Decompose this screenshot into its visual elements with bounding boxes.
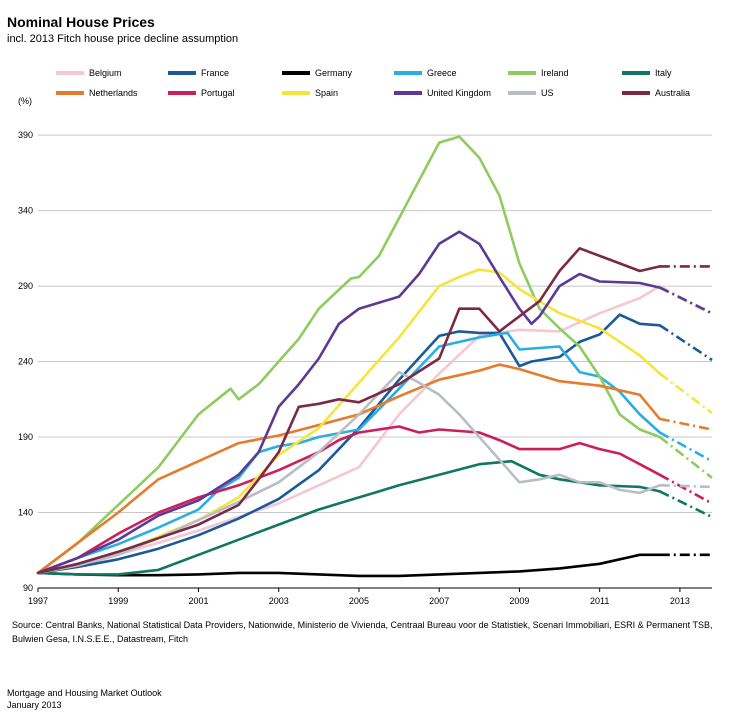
x-tick-label-2013: 2013 xyxy=(670,596,690,606)
legend-swatch xyxy=(508,71,536,75)
legend-swatch xyxy=(394,91,422,95)
legend-label: Portugal xyxy=(201,88,235,98)
legend-label: France xyxy=(201,68,230,78)
series-line-greece xyxy=(36,331,662,575)
series-forecast-ireland xyxy=(658,435,713,479)
legend-swatch xyxy=(394,71,422,75)
legend-label: US xyxy=(541,88,554,98)
x-tick-label-2001: 2001 xyxy=(188,596,208,606)
y-tick-label-290: 290 xyxy=(18,281,33,291)
series-forecast-france xyxy=(659,324,713,362)
series-line-netherlands xyxy=(36,363,662,575)
series-line-italy xyxy=(36,459,662,576)
legend-swatch xyxy=(56,71,84,75)
legend-label: Greece xyxy=(427,68,457,78)
legend-label: Italy xyxy=(655,68,672,78)
series-forecast-greece xyxy=(659,431,713,463)
chart-title: Nominal House Prices xyxy=(7,14,155,30)
legend-label: Ireland xyxy=(541,68,569,78)
grid-lines xyxy=(38,134,712,514)
series-line-ireland xyxy=(36,135,662,575)
series-line-us xyxy=(36,370,662,575)
y-tick-label-240: 240 xyxy=(18,357,33,367)
series-forecast-italy xyxy=(659,490,713,519)
legend-swatch xyxy=(282,71,310,75)
legend-swatch xyxy=(622,71,650,75)
axes: 90 140 190 240 290 340 390 1997 1999 2001 2003 2005… xyxy=(18,130,712,606)
x-tick-label-2007: 2007 xyxy=(429,596,449,606)
series-forecast-netherlands xyxy=(659,417,713,431)
legend-label: Netherlands xyxy=(89,88,138,98)
y-tick-label-390: 390 xyxy=(18,130,33,140)
legend-label: Spain xyxy=(315,88,339,98)
series-line-germany xyxy=(36,553,662,578)
footer-publication: Mortgage and Housing Market Outlook xyxy=(7,688,162,698)
series-lines xyxy=(36,135,713,578)
y-tick-label-190: 190 xyxy=(18,432,33,442)
legend-swatch xyxy=(622,91,650,95)
y-tick-label-140: 140 xyxy=(18,508,33,518)
source-note: Source: Central Banks, National Statisti… xyxy=(12,620,713,644)
series-line-portugal xyxy=(36,425,662,575)
legend-label: Belgium xyxy=(89,68,122,78)
x-tick-label-2005: 2005 xyxy=(349,596,369,606)
legend-swatch xyxy=(282,91,310,95)
x-tick-label-2009: 2009 xyxy=(509,596,529,606)
series-forecast-united-kingdom xyxy=(659,286,713,315)
series-forecast-portugal xyxy=(659,473,713,505)
footer-date: January 2013 xyxy=(7,700,62,710)
legend-swatch xyxy=(168,91,196,95)
x-tick-label-2011: 2011 xyxy=(590,596,609,606)
legend-swatch xyxy=(56,91,84,95)
legend-label: Germany xyxy=(315,68,353,78)
series-line-belgium xyxy=(36,284,662,575)
chart-subtitle: incl. 2013 Fitch house price decline ass… xyxy=(7,33,239,45)
y-tick-label-340: 340 xyxy=(18,206,33,216)
series-line-australia xyxy=(36,247,662,575)
x-tick-label-2003: 2003 xyxy=(269,596,289,606)
y-tick-label-90: 90 xyxy=(23,583,33,593)
legend-label: United Kingdom xyxy=(427,88,492,98)
legend-label: Australia xyxy=(655,88,691,98)
legend-swatch xyxy=(168,71,196,75)
series-line-united-kingdom xyxy=(36,230,662,575)
series-forecast-us xyxy=(659,484,713,489)
x-tick-label-1997: 1997 xyxy=(28,596,48,606)
series-line-spain xyxy=(36,268,662,575)
legend-swatch xyxy=(508,91,536,95)
series-forecast-spain xyxy=(659,372,713,414)
y-axis-unit-label: (%) xyxy=(18,96,32,106)
x-tick-label-1999: 1999 xyxy=(108,596,128,606)
